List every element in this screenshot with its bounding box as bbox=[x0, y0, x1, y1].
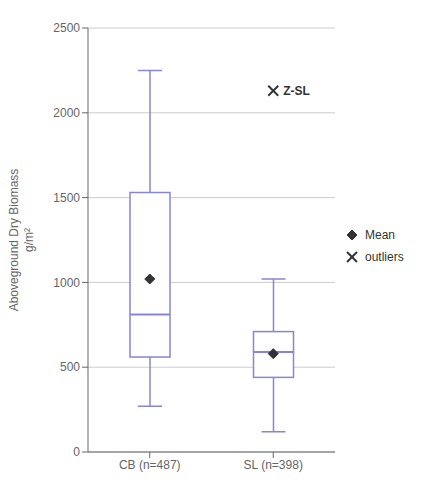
svg-text:Z-SL: Z-SL bbox=[283, 84, 310, 98]
svg-text:500: 500 bbox=[60, 360, 80, 374]
svg-text:2000: 2000 bbox=[53, 106, 80, 120]
html-text:Mean: Mean bbox=[365, 228, 395, 242]
svg-text:1500: 1500 bbox=[53, 191, 80, 205]
svg-text:1000: 1000 bbox=[53, 276, 80, 290]
svg-text:Aboveground Dry Biomassg/m²: Aboveground Dry Biomassg/m² bbox=[8, 169, 36, 312]
html-text:outliers: outliers bbox=[365, 250, 404, 264]
svg-text:SL (n=398): SL (n=398) bbox=[244, 458, 303, 472]
svg-text:2500: 2500 bbox=[53, 21, 80, 35]
svg-text:0: 0 bbox=[73, 445, 80, 459]
svg-text:CB (n=487): CB (n=487) bbox=[119, 458, 181, 472]
